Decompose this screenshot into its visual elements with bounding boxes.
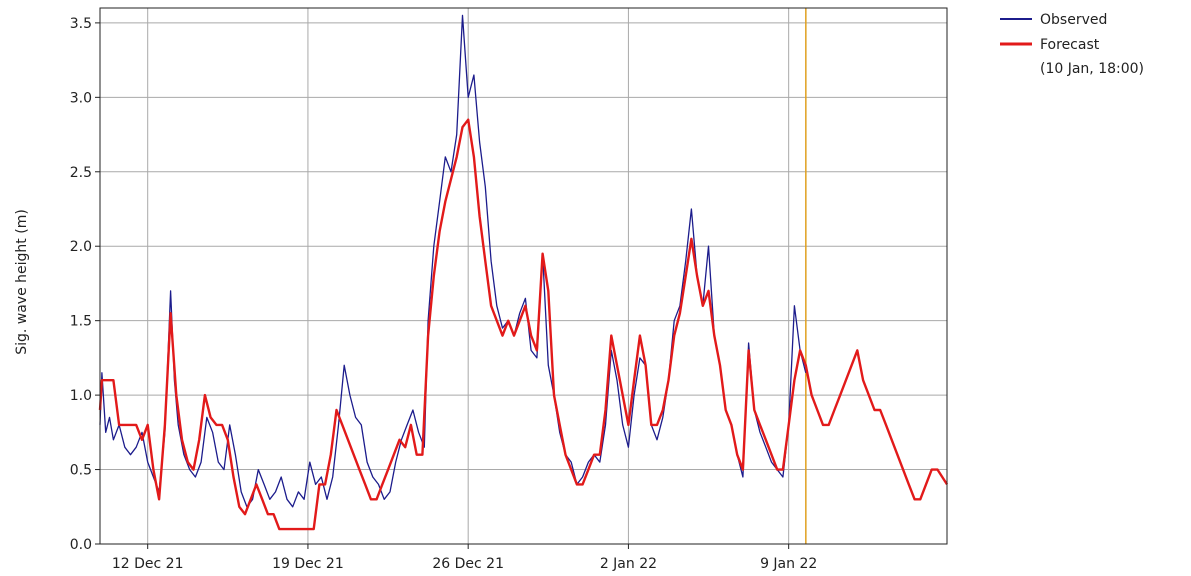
legend: Observed Forecast (10 Jan, 18:00) [1000,12,1144,77]
x-tick-label: 26 Dec 21 [432,556,504,572]
x-tick-label: 9 Jan 22 [760,556,817,572]
series-line-forecast [98,118,949,531]
y-tick-label: 1.0 [70,388,92,404]
legend-detail-forecast: (10 Jan, 18:00) [1040,61,1144,77]
grid-lines [100,8,947,545]
y-tick-label: 0.0 [70,537,92,553]
x-tick-label: 12 Dec 21 [112,556,184,572]
y-tick-label: 3.5 [70,16,92,32]
series-lines [98,14,949,531]
x-tick-label: 2 Jan 22 [600,556,657,572]
y-tick-label: 2.5 [70,165,92,181]
y-tick-label: 2.0 [70,239,92,255]
legend-label-forecast: Forecast [1040,37,1100,53]
y-tick-label: 3.0 [70,90,92,106]
series-line-observed [99,14,807,508]
x-tick-label: 19 Dec 21 [272,556,344,572]
y-tick-label: 1.5 [70,314,92,330]
y-axis-title: Sig. wave height (m) [14,209,30,355]
y-tick-label: 0.5 [70,463,92,479]
legend-label-observed: Observed [1040,12,1107,28]
y-axis-ticks: 0.0 0.5 1.0 1.5 2.0 2.5 3.0 3.5 [70,16,100,553]
x-axis-ticks: 12 Dec 21 19 Dec 21 26 Dec 21 2 Jan 22 9 Jan… [112,544,817,572]
plot-frame [99,7,948,545]
